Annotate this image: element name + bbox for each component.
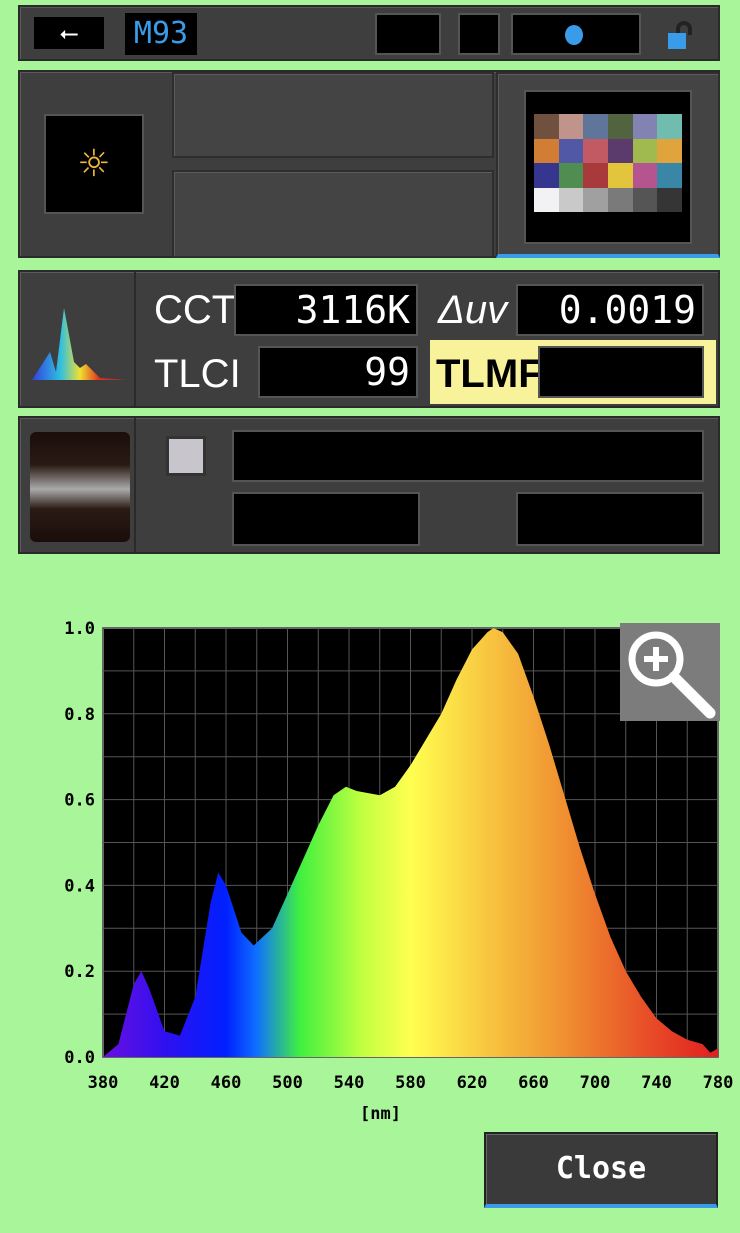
filter-field-right xyxy=(516,492,704,546)
measurement-panel: CCT 3116K Δuv 0.0019 TLCI 99 TLMF xyxy=(18,270,720,408)
x-tick-label: 660 xyxy=(518,1073,549,1093)
tlmf-label: TLMF xyxy=(436,352,543,396)
duv-label: Δuv xyxy=(438,288,508,332)
x-tick-label: 500 xyxy=(272,1073,303,1093)
usb-icon: ⭠ xyxy=(34,17,104,49)
color-patch xyxy=(583,187,608,212)
color-patch xyxy=(632,187,658,212)
zoom-in-icon xyxy=(628,631,716,719)
color-patch xyxy=(534,187,559,212)
color-patch xyxy=(583,138,608,163)
tlci-label: TLCI xyxy=(154,352,241,396)
color-patch xyxy=(558,114,584,139)
color-patch xyxy=(632,163,658,188)
color-checker-icon xyxy=(534,114,682,212)
x-tick-label: 740 xyxy=(641,1073,672,1093)
memory-label[interactable]: M93 xyxy=(125,13,197,55)
color-patch xyxy=(607,163,633,188)
zoom-in-button[interactable] xyxy=(620,623,720,721)
x-axis-label: [nm] xyxy=(360,1104,401,1124)
color-patch xyxy=(657,163,682,188)
x-tick-label: 420 xyxy=(149,1073,180,1093)
x-tick-label: 460 xyxy=(211,1073,242,1093)
tlci-value: 99 xyxy=(258,346,418,398)
color-patch xyxy=(657,138,682,163)
status-bar: ⭠ M93 xyxy=(18,5,720,61)
close-label: Close xyxy=(555,1151,647,1186)
filter-checkbox[interactable] xyxy=(166,436,206,476)
color-patch xyxy=(583,114,608,139)
color-patch xyxy=(534,138,559,163)
color-patch xyxy=(607,114,633,139)
y-tick-label: 0.4 xyxy=(64,876,95,896)
x-tick-label: 580 xyxy=(395,1073,426,1093)
x-tick-label: 780 xyxy=(703,1073,734,1093)
status-slot-2 xyxy=(458,13,500,55)
y-tick-label: 0.8 xyxy=(64,705,95,725)
status-slot-1 xyxy=(375,13,441,55)
y-tick-label: 0.0 xyxy=(64,1048,95,1068)
tlmf-button[interactable]: TLMF xyxy=(430,340,716,404)
color-patch xyxy=(657,114,682,139)
filter-panel xyxy=(18,416,720,554)
color-patch xyxy=(558,163,584,188)
color-patch xyxy=(657,187,682,212)
duv-value: 0.0019 xyxy=(516,284,704,336)
x-tick-label: 620 xyxy=(457,1073,488,1093)
spectrum-icon[interactable] xyxy=(30,302,130,382)
blue-dot-icon xyxy=(565,25,583,45)
color-patch xyxy=(632,114,658,139)
color-patch xyxy=(558,138,584,163)
spectrum-area xyxy=(103,628,718,1057)
light-source-button[interactable]: ☼ xyxy=(44,114,144,214)
dial-icon[interactable] xyxy=(30,432,130,542)
color-patch xyxy=(607,138,633,163)
color-patch xyxy=(583,163,608,188)
color-patch xyxy=(534,114,559,139)
close-button[interactable]: Close xyxy=(484,1132,718,1208)
filter-field-left xyxy=(232,492,420,546)
color-patch xyxy=(558,187,584,212)
mode-field-bottom[interactable] xyxy=(172,170,494,258)
status-slot-3 xyxy=(511,13,641,55)
color-patch xyxy=(534,163,559,188)
sun-icon: ☼ xyxy=(79,136,109,192)
x-tick-label: 380 xyxy=(88,1073,119,1093)
y-tick-label: 1.0 xyxy=(64,619,95,639)
color-checker-button[interactable] xyxy=(496,72,720,258)
cct-value: 3116K xyxy=(234,284,418,336)
spectrum-chart: 380 420 460 500 540 580 620 660 700 740 780 0.0 0.2 0… xyxy=(64,619,734,1124)
mode-panel: ☼ xyxy=(18,70,720,258)
x-tick-label: 700 xyxy=(580,1073,611,1093)
x-tick-label: 540 xyxy=(334,1073,365,1093)
y-tick-label: 0.2 xyxy=(64,962,95,982)
color-patch xyxy=(607,187,633,212)
unlocked-padlock-icon[interactable] xyxy=(668,21,694,49)
filter-field-top xyxy=(232,430,704,482)
mode-field-top[interactable] xyxy=(172,72,494,158)
color-patch xyxy=(632,138,658,163)
cct-label: CCT xyxy=(154,288,237,332)
y-tick-label: 0.6 xyxy=(64,791,95,811)
tlmf-value xyxy=(538,346,704,398)
